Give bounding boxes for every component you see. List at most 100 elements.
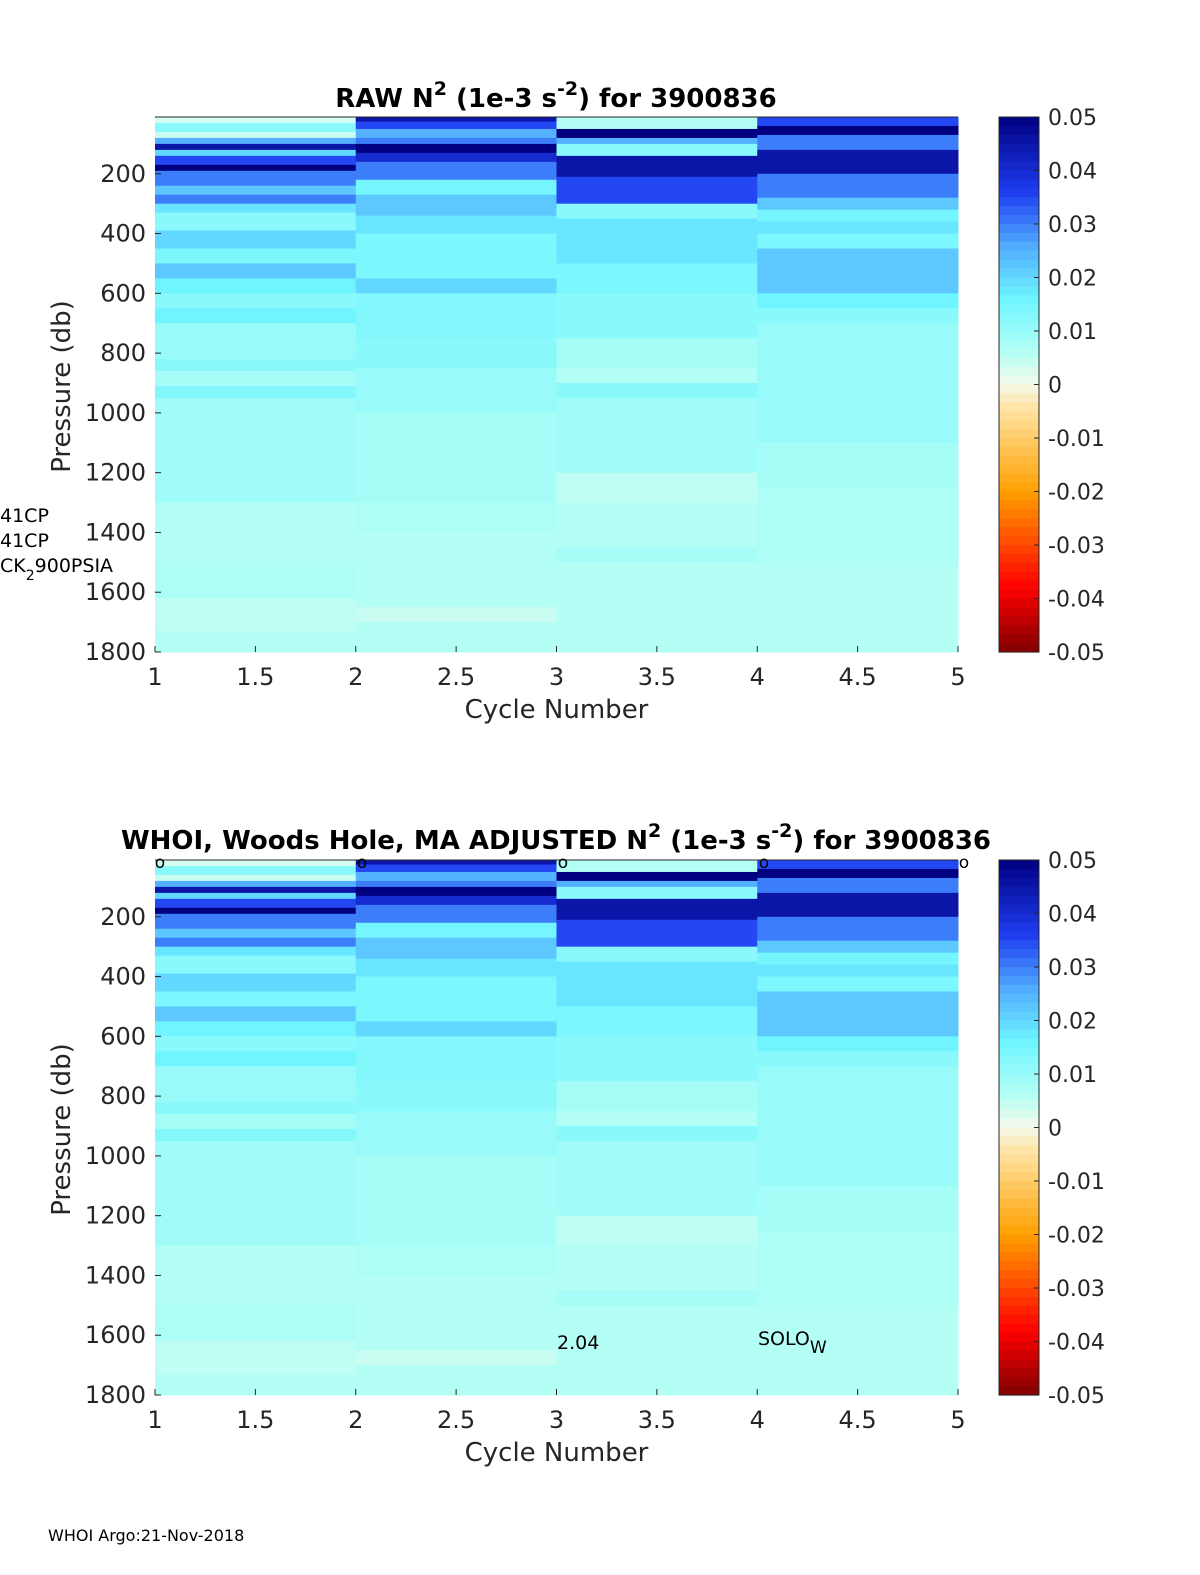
heatmap-cell	[355, 233, 557, 279]
heatmap-cell	[757, 125, 959, 136]
heatmap-cell	[355, 502, 557, 533]
heatmap-cell	[155, 185, 357, 196]
heatmap-cell	[556, 143, 758, 157]
float-type-annotation: SOLOW	[758, 1328, 827, 1358]
colorbar-segment	[999, 357, 1039, 368]
colorbar-tick-label: 0	[1048, 1117, 1062, 1142]
colorbar-segment	[999, 295, 1039, 305]
colorbar-segment	[999, 438, 1039, 448]
colorbar-segment	[999, 384, 1039, 395]
colorbar-segment	[999, 860, 1039, 870]
y-tick-label: 1200	[85, 459, 146, 487]
colorbar-segment	[999, 1368, 1039, 1378]
heatmap-cell	[155, 1021, 357, 1037]
y-tick-label: 1000	[85, 1142, 146, 1170]
heatmap-cell	[155, 892, 357, 900]
heatmap-cell	[155, 1245, 357, 1306]
firmware-annotation: 2.04	[557, 1332, 599, 1354]
heatmap-cell	[155, 1102, 357, 1115]
heatmap-cell	[355, 338, 557, 369]
heatmap-cell	[556, 137, 758, 145]
heatmap-cell	[556, 293, 758, 339]
colorbar-segment	[999, 545, 1039, 555]
x-axis-label: Cycle Number	[465, 695, 649, 725]
colorbar-segment	[999, 1225, 1039, 1236]
heatmap-cell	[155, 1066, 357, 1103]
heatmap-cell	[155, 1114, 357, 1130]
colorbar-segment	[999, 967, 1039, 977]
heatmap-cell	[556, 472, 758, 504]
heatmap-cell	[757, 940, 959, 954]
heatmap-cell	[155, 502, 357, 563]
footer-credit: WHOI Argo:21-Nov-2018	[48, 1526, 245, 1545]
heatmap-cell	[757, 248, 959, 294]
colorbar-segment	[999, 1198, 1039, 1209]
y-tick-label: 600	[100, 279, 146, 307]
colorbar-segment	[999, 984, 1039, 995]
colorbar-segment	[999, 598, 1039, 609]
heatmap-cell	[155, 143, 357, 151]
heatmap-cell	[556, 898, 758, 921]
colorbar-segment	[999, 143, 1039, 154]
colorbar-tick-label: -0.02	[1048, 481, 1105, 506]
y-tick-label: 1800	[85, 1381, 146, 1409]
heatmap-cell	[757, 233, 959, 250]
heatmap-cell	[155, 1341, 357, 1375]
heatmap-cell	[155, 170, 357, 187]
x-axis-label: Cycle Number	[465, 1438, 649, 1468]
colorbar-segment	[999, 224, 1039, 234]
colorbar-segment	[999, 232, 1039, 243]
colorbar-tick-label: -0.02	[1048, 1224, 1105, 1249]
heatmap-cell	[556, 886, 758, 900]
heatmap-cell	[556, 1126, 758, 1142]
heatmap-cell	[355, 117, 557, 122]
heatmap-cell	[757, 916, 959, 942]
colorbar-segment	[999, 1323, 1039, 1334]
y-tick-label: 600	[100, 1022, 146, 1050]
colorbar-segment	[999, 958, 1039, 968]
colorbar-segment	[999, 331, 1039, 341]
heatmap-cell	[355, 1275, 557, 1351]
colorbar-segment	[999, 1029, 1039, 1039]
colorbar-segment	[999, 268, 1039, 279]
y-tick-label: 200	[100, 160, 146, 188]
y-tick-label: 1000	[85, 399, 146, 427]
heatmap-cell	[757, 197, 959, 211]
y-tick-label: 400	[100, 220, 146, 248]
heatmap-cell	[757, 134, 959, 151]
heatmap-cell	[355, 958, 557, 978]
colorbar-segment	[999, 589, 1039, 600]
heatmap-cell	[556, 919, 758, 948]
heatmap-cell	[556, 1140, 758, 1217]
heatmap-cell	[757, 860, 959, 870]
heatmap-cell	[757, 1051, 959, 1067]
heatmap-cell	[155, 874, 357, 882]
colorbar-segment	[999, 188, 1039, 198]
heatmap-cell	[757, 1305, 959, 1396]
heatmap-cell	[355, 412, 557, 504]
heatmap-cell	[355, 215, 557, 235]
colorbar-segment	[999, 446, 1039, 457]
colorbar-segment	[999, 286, 1039, 296]
colorbar-segment	[999, 464, 1039, 475]
heatmap-cell	[155, 122, 357, 133]
colorbar-segment	[999, 634, 1039, 644]
heatmap-cell	[757, 1230, 959, 1306]
y-axis-label: Pressure (db)	[47, 1043, 77, 1216]
heatmap-cell	[155, 955, 357, 975]
heatmap-cell	[155, 323, 357, 360]
colorbar-segment	[999, 197, 1039, 207]
colorbar-tick-label: 0.02	[1048, 267, 1097, 292]
heatmap-cell	[355, 1350, 557, 1366]
colorbar-segment	[999, 411, 1039, 421]
colorbar-segment	[999, 993, 1039, 1004]
x-tick-label: 1	[147, 1406, 162, 1434]
colorbar-segment	[999, 161, 1039, 172]
heatmap-cell	[757, 149, 959, 175]
colorbar-segment	[999, 455, 1039, 466]
colorbar-tick-label: 0.01	[1048, 320, 1097, 345]
heatmap-cell	[757, 308, 959, 324]
x-tick-label: 4	[750, 1406, 765, 1434]
y-tick-label: 1800	[85, 638, 146, 666]
colorbar-segment	[999, 1074, 1039, 1084]
